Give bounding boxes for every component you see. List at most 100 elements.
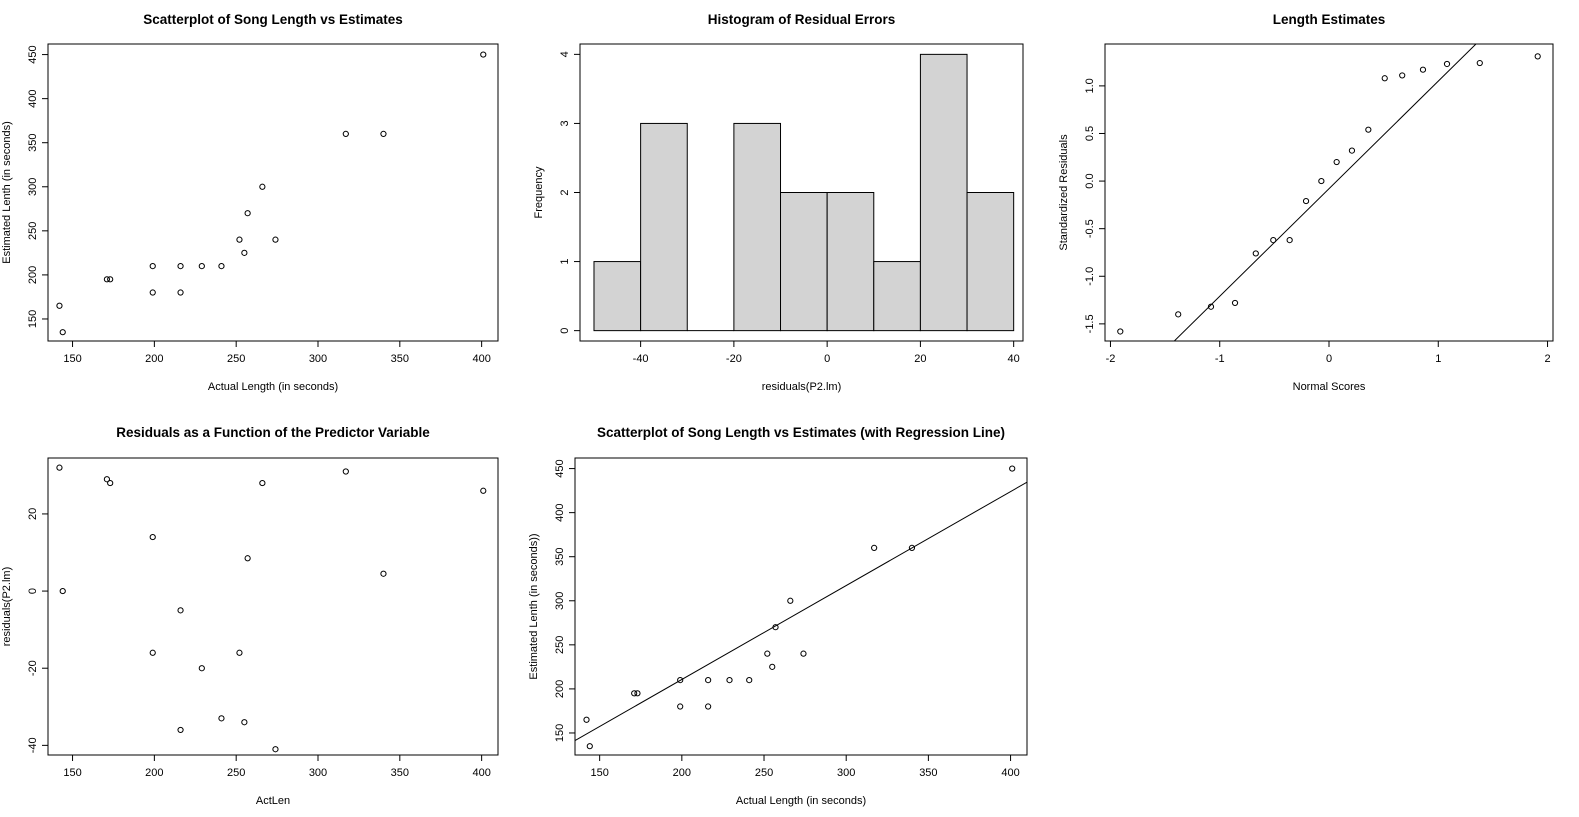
x-tick-label: 20 [914, 353, 926, 365]
data-point [241, 719, 248, 726]
x-tick-label: 200 [145, 767, 163, 779]
data-point [177, 607, 184, 614]
x-tick-label: 250 [227, 767, 245, 779]
data-point [259, 479, 266, 487]
x-tick-label: 400 [1001, 767, 1019, 779]
data-point [380, 570, 387, 577]
y-axis-label: Standardized Residuals [1058, 134, 1070, 251]
data-point [1318, 177, 1325, 185]
y-tick-label: 450 [554, 459, 566, 477]
x-tick-label: -20 [726, 353, 742, 365]
y-tick-label: 300 [554, 592, 566, 610]
histogram-bar [780, 192, 828, 332]
y-tick-label: 400 [554, 503, 566, 521]
plot-frame [574, 457, 1028, 756]
data-point [583, 716, 590, 723]
data-point [1252, 250, 1259, 257]
data-point [107, 276, 114, 283]
plot-frame [47, 43, 499, 342]
x-tick-label: 0 [824, 353, 830, 365]
data-point [149, 649, 156, 656]
x-tick-label: -40 [633, 353, 649, 365]
x-tick-label: 150 [63, 353, 81, 365]
y-tick-label: -1.5 [1084, 314, 1096, 333]
data-point [1175, 311, 1182, 318]
y-tick-label: 2 [559, 189, 571, 195]
histogram-bar [733, 122, 782, 332]
data-point [769, 663, 776, 670]
x-tick-label: 0 [1326, 353, 1332, 365]
data-point [103, 276, 111, 283]
chart-title: Histogram of Residual Errors [708, 12, 896, 27]
y-tick-label: 250 [27, 222, 39, 240]
histogram-bar [593, 261, 642, 332]
chart-title: Scatterplot of Song Length vs Estimates … [597, 425, 1005, 440]
y-tick-label: 200 [554, 680, 566, 698]
histogram-bar [966, 192, 1015, 332]
data-point [1534, 53, 1541, 60]
y-tick-label: -0.5 [1084, 219, 1096, 238]
data-point [149, 533, 156, 541]
chart-histogram: Histogram of Residual Errors residuals(P2… [533, 12, 1024, 393]
chart-scatter: Scatterplot of Song Length vs Estimates A… [1, 12, 499, 393]
x-axis-label: Normal Scores [1293, 381, 1366, 393]
plot-area [1117, 44, 1541, 341]
y-axis-label: residuals(P2.lm) [1, 567, 13, 646]
data-point [631, 690, 638, 697]
data-point [677, 676, 684, 684]
y-tick-label: 200 [27, 266, 39, 284]
x-tick-label: 300 [309, 353, 327, 365]
y-tick-label: 0 [559, 328, 571, 334]
x-tick-label: 150 [63, 767, 81, 779]
y-tick-label: 0 [27, 588, 39, 594]
data-point [1286, 236, 1293, 244]
data-point [259, 183, 266, 190]
y-tick-label: 1.0 [1084, 78, 1096, 93]
plot-area [56, 51, 487, 336]
data-point [800, 650, 807, 657]
y-tick-label: 4 [559, 51, 571, 57]
x-tick-label: 350 [391, 767, 409, 779]
y-tick-label: -40 [27, 737, 39, 753]
data-point [103, 476, 111, 483]
chart-title: Residuals as a Function of the Predictor… [116, 425, 430, 440]
data-point [764, 650, 771, 657]
data-point [272, 236, 279, 243]
data-point [177, 726, 184, 734]
plot-area [575, 465, 1027, 750]
y-tick-label: -20 [27, 660, 39, 676]
chart-title: Length Estimates [1273, 12, 1386, 27]
data-point [1381, 75, 1388, 82]
x-tick-label: 200 [145, 353, 163, 365]
data-point [1009, 465, 1016, 472]
y-tick-label: 150 [27, 310, 39, 328]
y-axis-label: Estimated Lenth (in seconds)) [528, 533, 540, 679]
qq-reference-line [1173, 44, 1477, 341]
x-tick-label: 350 [919, 767, 937, 779]
data-point [480, 487, 487, 494]
data-point [342, 468, 349, 475]
data-point [871, 544, 878, 551]
y-tick-label: 350 [554, 548, 566, 566]
data-point [56, 464, 63, 471]
x-tick-label: 350 [391, 353, 409, 365]
y-tick-label: 0.0 [1084, 173, 1096, 188]
data-point [746, 676, 753, 684]
data-point [1117, 328, 1124, 335]
x-tick-label: 300 [309, 767, 327, 779]
y-tick-label: 150 [554, 724, 566, 742]
histogram-bar [873, 261, 921, 332]
x-tick-label: 1 [1435, 353, 1441, 365]
data-point [149, 262, 156, 270]
data-point [1333, 158, 1340, 166]
y-tick-label: 3 [559, 120, 571, 126]
data-point [1231, 299, 1239, 307]
x-tick-label: 400 [472, 353, 490, 365]
data-point [380, 130, 387, 137]
data-point [198, 262, 205, 270]
data-point [787, 597, 794, 604]
data-point [177, 262, 184, 270]
data-point [59, 329, 66, 336]
x-axis-label: Actual Length (in seconds) [736, 795, 866, 807]
